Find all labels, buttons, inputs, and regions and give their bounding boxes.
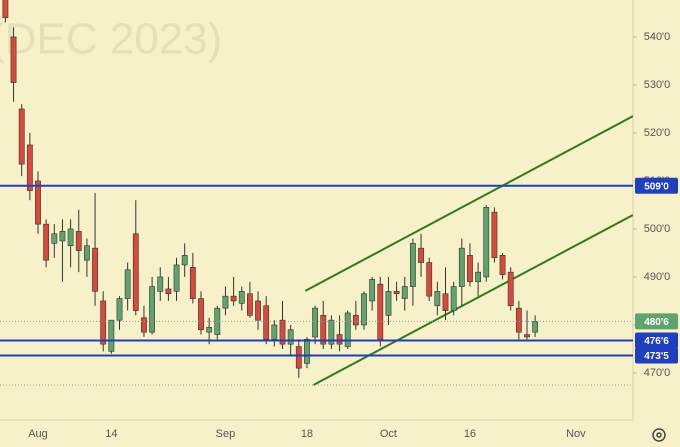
candle-body <box>320 315 327 345</box>
candle-body <box>124 269 131 299</box>
candle-body <box>75 231 82 251</box>
price-badge <box>635 347 678 364</box>
candle-body <box>165 288 172 295</box>
gear[interactable] <box>652 428 666 442</box>
settings-icon[interactable] <box>652 428 666 442</box>
x-tick-label: Aug <box>28 428 48 440</box>
candle-body <box>271 324 278 340</box>
candle-body <box>2 0 9 19</box>
candle-body <box>35 180 41 225</box>
candle-body <box>181 255 188 266</box>
candle-body <box>450 286 457 311</box>
x-tick-label: 16 <box>464 428 476 440</box>
price-badge-label: 476'6 <box>644 336 669 347</box>
candle-body <box>401 286 408 299</box>
candle-body <box>336 334 343 345</box>
candle-body <box>173 264 180 292</box>
trend-line <box>304 115 633 292</box>
candle-body <box>352 315 359 326</box>
candle-body <box>222 295 229 309</box>
candle-body <box>149 286 155 333</box>
y-tick-label: 530'0 <box>644 79 671 91</box>
candle-body <box>369 279 376 302</box>
candle-body <box>483 207 490 278</box>
candle-body <box>524 334 530 338</box>
candle-body <box>426 262 433 297</box>
candle-body <box>409 243 416 287</box>
candle-body <box>287 329 294 345</box>
candle-body <box>230 295 237 302</box>
candle-body <box>263 305 270 340</box>
y-tick-label: 500'0 <box>644 223 671 235</box>
candle-body <box>18 108 25 165</box>
candle-body <box>532 321 539 333</box>
candle-body <box>26 144 33 191</box>
candle-body <box>361 293 367 326</box>
candle-body <box>418 247 424 263</box>
candle-body <box>59 231 66 242</box>
candle-body <box>279 319 286 345</box>
x-tick-label: Nov <box>566 428 586 440</box>
candle-body <box>458 247 465 287</box>
candle-body <box>344 312 351 347</box>
x-tick-label: Oct <box>380 428 397 440</box>
candle-body <box>189 267 196 299</box>
candle-body <box>491 211 498 259</box>
candle-body <box>385 291 392 316</box>
y-tick-label: 490'0 <box>644 271 671 283</box>
candle-body <box>132 233 139 311</box>
candle-body <box>51 233 58 244</box>
candle-body <box>198 298 204 331</box>
candle-body <box>255 300 261 321</box>
candle-body <box>304 339 310 364</box>
trend-line <box>313 214 633 386</box>
candle-body <box>247 293 253 316</box>
x-tick-label: 18 <box>301 428 313 440</box>
candle-body <box>67 228 74 247</box>
watermark: (DEC 2023) <box>0 15 222 64</box>
candle-body <box>10 36 17 83</box>
candle-body <box>92 247 98 292</box>
y-tick-label: 520'0 <box>644 127 671 139</box>
candle-body <box>108 319 115 352</box>
candle-body <box>206 327 213 333</box>
y-tick-label: 540'0 <box>644 31 671 43</box>
candle-body <box>157 276 164 292</box>
candle-body <box>328 319 335 345</box>
plot-area <box>0 0 633 386</box>
candle-body <box>116 298 123 321</box>
candle-body <box>467 255 473 283</box>
candle-body <box>295 346 302 369</box>
candle-body <box>442 293 449 311</box>
candle-body <box>475 271 481 283</box>
axes: 470'0480'0490'0500'0510'0520'0530'0540'0… <box>28 31 678 440</box>
candle-body <box>393 291 400 295</box>
candle-body <box>84 245 90 261</box>
price-badge-label: 473'5 <box>644 351 669 362</box>
candle-body <box>100 300 107 345</box>
candle-body <box>238 291 245 304</box>
candle-body <box>515 307 522 333</box>
price-badge <box>635 313 678 330</box>
y-tick-label: 470'0 <box>644 367 671 379</box>
price-badge <box>635 332 678 349</box>
candle-body <box>377 283 384 340</box>
candle-body <box>507 271 514 307</box>
price-badge-label: 509'0 <box>644 181 669 192</box>
price-badge-label: 480'6 <box>644 317 669 328</box>
x-tick-label: 14 <box>105 428 117 440</box>
gear-center[interactable] <box>656 432 662 438</box>
candle-body <box>312 307 318 338</box>
candle-body <box>434 291 441 307</box>
candle-body <box>499 255 506 275</box>
candle-body <box>43 223 50 261</box>
price-badge <box>635 177 678 194</box>
x-tick-label: Sep <box>216 428 236 440</box>
candle-body <box>141 317 147 333</box>
